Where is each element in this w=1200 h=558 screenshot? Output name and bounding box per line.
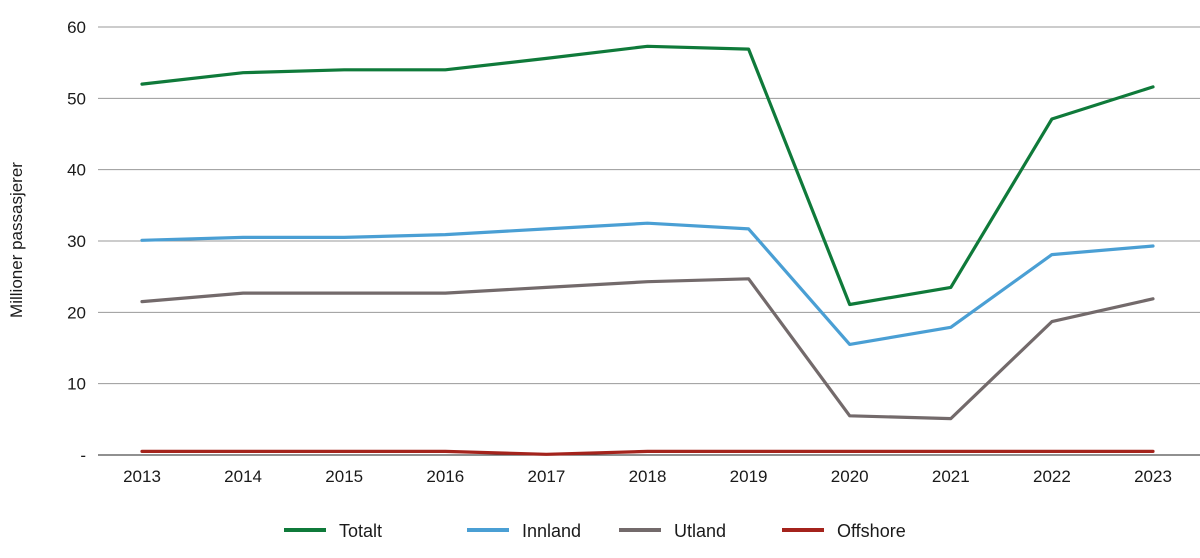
- x-tick-label: 2015: [325, 467, 363, 486]
- legend-label-offshore: Offshore: [837, 521, 906, 541]
- gridlines: [98, 26, 1200, 456]
- legend-label-utland: Utland: [674, 521, 726, 541]
- series-line-offshore: [140, 449, 1155, 456]
- y-tick-labels: - 10 20 30 40 50 60: [67, 18, 86, 465]
- y-tick-label: 60: [67, 18, 86, 37]
- y-tick-label: 10: [67, 375, 86, 394]
- y-tick-label: 40: [67, 161, 86, 180]
- x-tick-label: 2020: [831, 467, 869, 486]
- x-tick-label: 2021: [932, 467, 970, 486]
- x-tick-label: 2017: [527, 467, 565, 486]
- y-tick-label: 50: [67, 89, 86, 108]
- x-tick-label: 2013: [123, 467, 161, 486]
- legend-label-innland: Innland: [522, 521, 581, 541]
- y-axis-title: Millioner passasjerer: [7, 162, 26, 318]
- legend: Totalt Innland Utland Offshore: [284, 521, 906, 541]
- series-line-totalt: [140, 44, 1155, 307]
- y-tick-label: 20: [67, 303, 86, 322]
- y-tick-label: -: [80, 446, 86, 465]
- series-line-utland: [140, 277, 1155, 421]
- series-line-innland: [140, 221, 1155, 346]
- legend-label-totalt: Totalt: [339, 521, 382, 541]
- x-tick-label: 2016: [426, 467, 464, 486]
- y-tick-label: 30: [67, 232, 86, 251]
- x-tick-label: 2018: [629, 467, 667, 486]
- x-tick-label: 2019: [730, 467, 768, 486]
- x-tick-labels: 2013 2014 2015 2016 2017 2018 2019 2020 2021 2022…: [123, 467, 1172, 486]
- series-lines: [140, 44, 1155, 456]
- x-tick-label: 2014: [224, 467, 262, 486]
- x-tick-label: 2022: [1033, 467, 1071, 486]
- x-tick-label: 2023: [1134, 467, 1172, 486]
